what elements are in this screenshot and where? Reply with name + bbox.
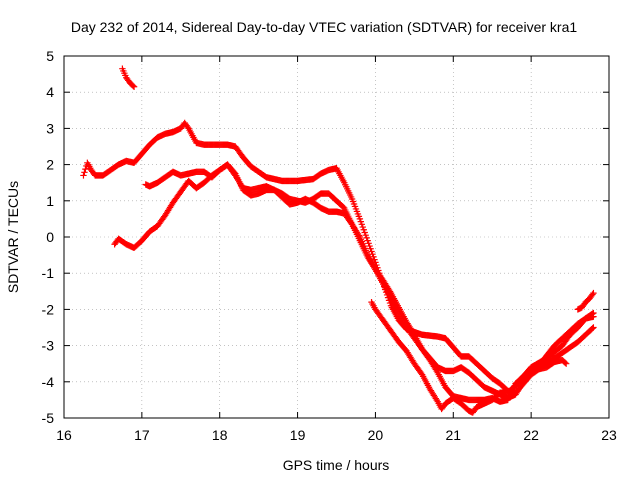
y-tick-label: -3	[42, 338, 55, 354]
y-tick-label: 2	[46, 157, 54, 173]
x-tick-label: 22	[523, 427, 539, 443]
data-point	[80, 172, 87, 179]
series-arc-d	[368, 298, 597, 416]
y-tick-label: 4	[46, 84, 54, 100]
y-tick-label: 5	[46, 48, 54, 64]
data-point	[129, 82, 137, 90]
y-tick-label: 1	[46, 193, 54, 209]
chart-title: Day 232 of 2014, Sidereal Day-to-day VTE…	[71, 19, 577, 35]
data-point	[589, 291, 596, 298]
x-tick-label: 23	[601, 427, 617, 443]
y-tick-label: -4	[42, 374, 55, 390]
series-arc-a	[80, 119, 597, 396]
y-tick-label: -5	[42, 410, 55, 426]
data-point	[82, 165, 89, 173]
x-tick-label: 18	[212, 427, 228, 443]
data-point	[589, 325, 596, 332]
x-tick-label: 16	[56, 427, 72, 443]
y-tick-label: -1	[42, 265, 55, 281]
series-arc-e	[119, 65, 597, 313]
data-points	[80, 65, 597, 416]
axis-ticks	[63, 55, 610, 419]
data-point	[590, 313, 597, 320]
series-arc-c	[142, 161, 570, 405]
x-tick-label: 20	[368, 427, 384, 443]
y-axis-label: SDTVAR / TECUs	[5, 181, 21, 293]
data-point	[590, 289, 597, 297]
y-tick-label: 3	[46, 120, 54, 136]
data-point	[562, 360, 570, 367]
data-point	[81, 169, 88, 176]
data-point	[347, 219, 355, 227]
y-tick-label: -2	[42, 301, 55, 317]
x-tick-label: 21	[445, 427, 461, 443]
x-tick-label: 17	[134, 427, 150, 443]
x-tick-label: 19	[290, 427, 306, 443]
data-point	[590, 324, 597, 331]
data-point	[130, 83, 138, 90]
y-tick-label: 0	[46, 229, 54, 245]
x-axis-label: GPS time / hours	[283, 457, 390, 473]
x-tick-labels: 16 17 18 19 20 21 22 23	[56, 427, 617, 443]
data-point	[562, 359, 569, 366]
y-tick-labels: -5 -4 -3 -2 -1 0 1 2 3 4 5	[42, 48, 55, 426]
